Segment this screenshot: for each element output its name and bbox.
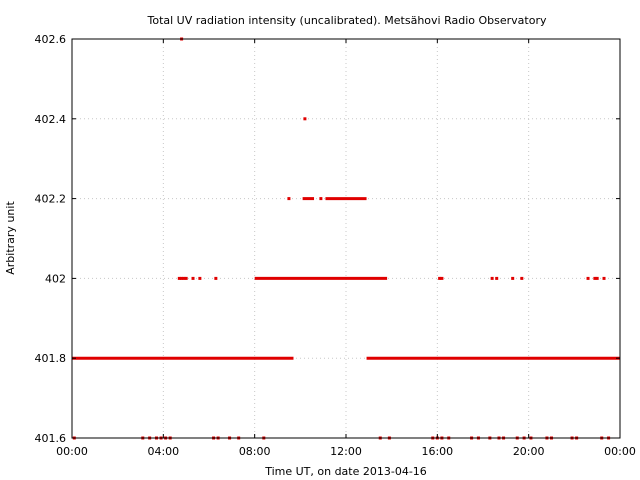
x-tick-labels: 00:00 04:00 08:00 12:00 16:00 20:00 00:00: [56, 445, 636, 458]
chart-title: Total UV radiation intensity (uncalibrat…: [147, 14, 547, 27]
data-point: [319, 197, 323, 201]
data-point: [177, 276, 181, 280]
x-tick-label: 20:00: [513, 445, 545, 458]
data-point: [440, 276, 444, 280]
x-tick-label: 16:00: [421, 445, 453, 458]
data-point: [495, 276, 499, 280]
y-tick-label: 401.8: [35, 352, 67, 365]
data-point: [191, 276, 195, 280]
data-point: [438, 276, 442, 280]
data-point: [198, 276, 202, 280]
y-tick-labels: 401.6 401.8 402 402.2 402.4 402.6: [35, 33, 67, 445]
data-point: [490, 276, 494, 280]
data-point: [593, 276, 597, 280]
x-tick-label: 12:00: [330, 445, 362, 458]
x-tick-label: 04:00: [147, 445, 179, 458]
y-tick-label: 401.6: [35, 432, 67, 445]
data-point: [511, 276, 515, 280]
data-point: [586, 276, 590, 280]
x-tick-label: 00:00: [604, 445, 636, 458]
data-point: [287, 197, 291, 201]
x-axis-label: Time UT, on date 2013-04-16: [264, 465, 427, 478]
data-point: [182, 276, 186, 280]
y-tick-label: 402: [45, 272, 66, 285]
y-axis-label: Arbitrary unit: [4, 201, 17, 275]
y-tick-label: 402.4: [35, 113, 67, 126]
data-point: [595, 276, 599, 280]
data-point: [180, 276, 184, 280]
data-point: [602, 276, 606, 280]
axis-ticks: [71, 38, 621, 439]
y-tick-label: 402.6: [35, 33, 67, 46]
data-point: [184, 276, 188, 280]
y-tick-label: 402.2: [35, 193, 67, 206]
x-tick-label: 08:00: [239, 445, 271, 458]
data-point: [303, 117, 307, 121]
data-point: [520, 276, 524, 280]
x-tick-label: 00:00: [56, 445, 88, 458]
data-point: [214, 276, 218, 280]
